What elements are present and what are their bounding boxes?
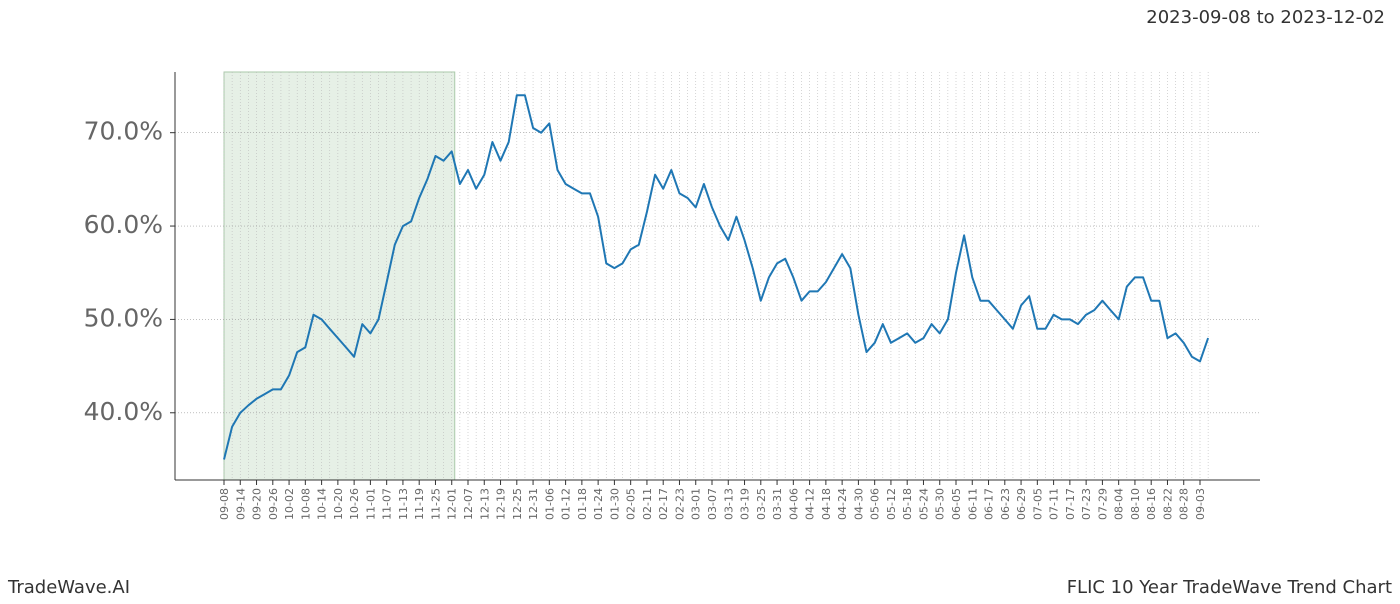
x-tick-label: 05-12	[885, 488, 898, 520]
brand: TradeWave.AI	[7, 577, 130, 598]
x-tick-label: 06-23	[999, 488, 1012, 520]
x-tick-label: 04-24	[836, 488, 849, 520]
x-tick-label: 07-29	[1096, 488, 1109, 520]
x-tick-label: 04-18	[820, 488, 833, 520]
x-tick-label: 03-25	[755, 488, 768, 520]
x-tick-label: 01-06	[543, 488, 556, 520]
x-tick-label: 10-02	[283, 488, 296, 520]
x-tick-label: 08-22	[1161, 488, 1174, 520]
x-tick-label: 10-20	[332, 488, 345, 520]
x-tick-label: 07-23	[1080, 488, 1093, 520]
x-tick-label: 09-26	[267, 488, 280, 520]
x-tick-label: 01-12	[560, 488, 573, 520]
x-tick-label: 04-12	[804, 488, 817, 520]
x-tick-label: 12-31	[527, 488, 540, 520]
x-tick-label: 12-13	[478, 488, 491, 520]
x-tick-label: 04-06	[787, 488, 800, 520]
x-tick-label: 12-25	[511, 488, 524, 520]
x-tick-label: 11-01	[364, 488, 377, 520]
x-tick-label: 06-05	[950, 488, 963, 520]
footer-title: FLIC 10 Year TradeWave Trend Chart	[1067, 577, 1392, 598]
x-tick-label: 04-30	[852, 488, 865, 520]
x-tick-label: 10-08	[299, 488, 312, 520]
x-tick-label: 12-07	[462, 488, 475, 520]
x-tick-label: 09-08	[218, 488, 231, 520]
x-tick-label: 05-24	[917, 488, 930, 520]
y-tick-label: 60.0%	[84, 210, 163, 239]
date-range: 2023-09-08 to 2023-12-02	[1146, 7, 1385, 28]
x-tick-label: 03-13	[722, 488, 735, 520]
x-tick-label: 05-30	[934, 488, 947, 520]
x-tick-label: 05-06	[869, 488, 882, 520]
x-tick-label: 03-07	[706, 488, 719, 520]
x-tick-label: 11-25	[429, 488, 442, 520]
y-tick-label: 70.0%	[84, 117, 163, 146]
x-tick-label: 11-19	[413, 488, 426, 520]
x-tick-label: 01-24	[592, 488, 605, 520]
x-tick-label: 06-11	[966, 488, 979, 520]
x-tick-label: 06-29	[1015, 488, 1028, 520]
x-tick-label: 08-16	[1145, 488, 1158, 520]
highlight-band	[223, 71, 456, 481]
x-tick-label: 10-14	[316, 488, 329, 520]
y-tick-label: 40.0%	[84, 397, 163, 426]
x-tick-label: 02-23	[673, 488, 686, 520]
x-tick-label: 07-17	[1064, 488, 1077, 520]
x-tick-label: 09-20	[251, 488, 264, 520]
x-tick-label: 02-17	[657, 488, 670, 520]
y-tick-label: 50.0%	[84, 303, 163, 332]
x-tick-label: 08-04	[1113, 488, 1126, 520]
x-tick-label: 01-30	[608, 488, 621, 520]
x-tick-label: 07-05	[1031, 488, 1044, 520]
x-tick-label: 11-07	[381, 488, 394, 520]
trend-line	[223, 94, 1210, 460]
x-tick-label: 12-01	[446, 488, 459, 520]
x-tick-label: 01-18	[576, 488, 589, 520]
x-tick-label: 08-10	[1129, 488, 1142, 520]
x-tick-label: 10-26	[348, 488, 361, 520]
x-tick-label: 03-19	[739, 488, 752, 520]
x-tick-label: 11-13	[397, 488, 410, 520]
x-tick-label: 05-18	[901, 488, 914, 520]
x-tick-label: 06-17	[983, 488, 996, 520]
x-tick-label: 07-11	[1048, 488, 1061, 520]
x-tick-label: 08-28	[1178, 488, 1191, 520]
x-tick-label: 09-14	[234, 488, 247, 520]
x-tick-label: 09-03	[1194, 488, 1207, 520]
x-tick-label: 02-05	[625, 488, 638, 520]
x-tick-label: 12-19	[495, 488, 508, 520]
x-tick-label: 03-31	[771, 488, 784, 520]
x-tick-label: 03-01	[690, 488, 703, 520]
x-tick-label: 02-11	[641, 488, 654, 520]
